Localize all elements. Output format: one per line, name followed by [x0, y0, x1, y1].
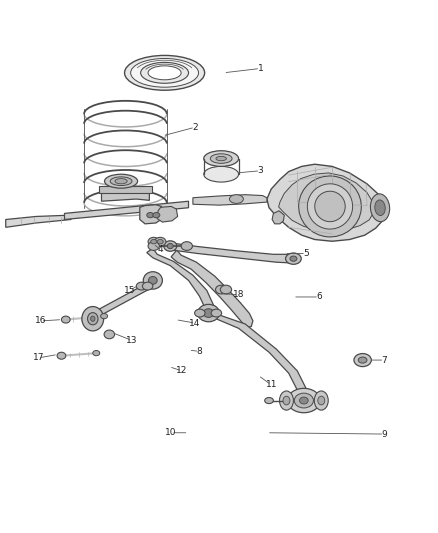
Polygon shape — [147, 248, 214, 312]
Text: 5: 5 — [303, 249, 309, 258]
Ellipse shape — [287, 389, 321, 413]
Ellipse shape — [290, 256, 297, 261]
Ellipse shape — [93, 351, 100, 356]
Ellipse shape — [136, 282, 147, 290]
Ellipse shape — [279, 391, 293, 410]
Ellipse shape — [181, 241, 192, 251]
Ellipse shape — [61, 316, 70, 323]
Ellipse shape — [194, 309, 205, 317]
Ellipse shape — [318, 396, 325, 405]
Ellipse shape — [151, 239, 157, 244]
Text: 16: 16 — [35, 317, 46, 326]
Ellipse shape — [265, 398, 273, 403]
Text: 18: 18 — [233, 290, 244, 300]
Text: 4: 4 — [157, 245, 163, 254]
Ellipse shape — [230, 195, 244, 204]
Ellipse shape — [101, 313, 108, 319]
Polygon shape — [6, 215, 71, 228]
Ellipse shape — [220, 285, 232, 294]
Polygon shape — [193, 195, 267, 205]
Polygon shape — [272, 211, 284, 224]
Ellipse shape — [110, 177, 132, 185]
Ellipse shape — [300, 397, 308, 404]
Ellipse shape — [375, 200, 385, 215]
Polygon shape — [86, 285, 157, 316]
Polygon shape — [205, 310, 309, 403]
Ellipse shape — [157, 239, 163, 244]
Ellipse shape — [198, 304, 219, 322]
Text: 14: 14 — [189, 319, 201, 328]
Ellipse shape — [82, 306, 104, 331]
Text: 3: 3 — [258, 166, 263, 175]
Ellipse shape — [204, 166, 239, 182]
Ellipse shape — [104, 330, 115, 339]
Ellipse shape — [204, 151, 239, 166]
Polygon shape — [64, 201, 188, 220]
Text: 7: 7 — [381, 356, 387, 365]
Ellipse shape — [155, 237, 166, 246]
Polygon shape — [140, 205, 162, 224]
Ellipse shape — [143, 272, 162, 289]
Ellipse shape — [91, 316, 95, 321]
Polygon shape — [279, 173, 374, 231]
Text: 1: 1 — [258, 64, 263, 73]
Ellipse shape — [148, 66, 181, 80]
Ellipse shape — [358, 357, 367, 363]
Polygon shape — [267, 164, 387, 241]
Text: 6: 6 — [316, 293, 322, 302]
Ellipse shape — [215, 285, 227, 294]
Polygon shape — [157, 206, 178, 222]
Ellipse shape — [216, 156, 226, 161]
Polygon shape — [169, 242, 295, 263]
Text: 12: 12 — [177, 367, 188, 375]
Text: 8: 8 — [197, 347, 202, 356]
Ellipse shape — [354, 353, 371, 367]
Ellipse shape — [315, 191, 345, 222]
Ellipse shape — [105, 174, 138, 188]
Ellipse shape — [57, 352, 66, 359]
Text: 2: 2 — [192, 123, 198, 132]
Polygon shape — [102, 190, 149, 201]
Ellipse shape — [211, 309, 222, 317]
Ellipse shape — [124, 55, 205, 90]
Text: 11: 11 — [265, 381, 277, 390]
Ellipse shape — [299, 176, 361, 237]
Ellipse shape — [131, 59, 198, 87]
Ellipse shape — [142, 282, 153, 290]
Ellipse shape — [307, 184, 353, 229]
Bar — [99, 185, 152, 193]
Ellipse shape — [148, 237, 159, 246]
Text: 10: 10 — [166, 428, 177, 437]
Ellipse shape — [164, 241, 177, 251]
Ellipse shape — [88, 313, 98, 325]
Ellipse shape — [294, 393, 314, 408]
Text: 15: 15 — [124, 286, 135, 295]
Text: 17: 17 — [33, 353, 44, 362]
Ellipse shape — [115, 179, 127, 184]
Text: 9: 9 — [381, 430, 387, 439]
Ellipse shape — [147, 213, 154, 218]
Polygon shape — [171, 250, 253, 327]
Ellipse shape — [286, 253, 301, 264]
Ellipse shape — [153, 213, 160, 218]
Ellipse shape — [148, 277, 157, 284]
Ellipse shape — [283, 396, 290, 405]
Ellipse shape — [210, 154, 232, 163]
Ellipse shape — [371, 194, 390, 222]
Ellipse shape — [314, 391, 328, 410]
Ellipse shape — [203, 309, 214, 318]
Ellipse shape — [167, 244, 173, 249]
Text: 13: 13 — [126, 336, 138, 345]
Ellipse shape — [148, 241, 159, 251]
Ellipse shape — [141, 62, 188, 83]
